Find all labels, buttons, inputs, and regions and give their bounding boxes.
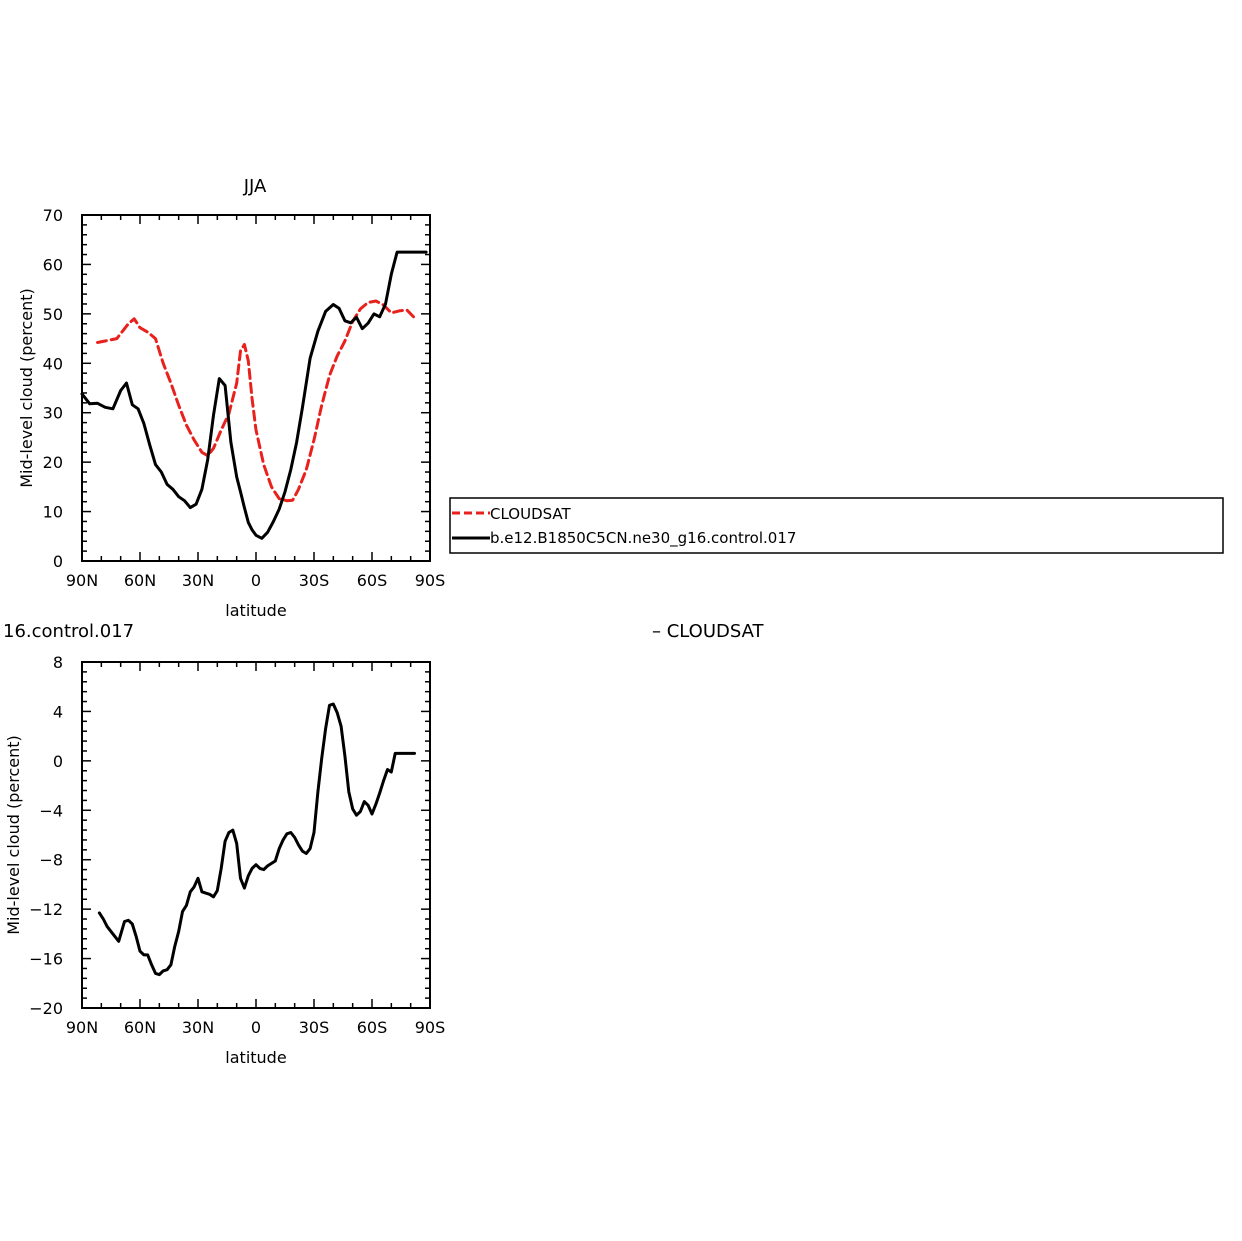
- legend-box: [449, 497, 1224, 554]
- top-x-tick-label: 90N: [66, 571, 98, 590]
- bottom-plot-title-fragment: 16.control.017: [3, 621, 134, 642]
- bottom-x-tick-label: 30S: [299, 1018, 330, 1037]
- bottom-y-tick-label: 0: [53, 752, 63, 771]
- top-y-tick-label: 60: [43, 255, 63, 274]
- bottom-plot-xlabel: latitude: [225, 1048, 286, 1067]
- bottom-x-tick-label: 90N: [66, 1018, 98, 1037]
- legend-label-model: b.e12.B1850C5CN.ne30_g16.control.017: [490, 529, 796, 548]
- top-x-tick-label: 0: [251, 571, 261, 590]
- bottom-y-tick-label: −4: [39, 801, 63, 820]
- top-y-tick-label: 20: [43, 453, 63, 472]
- bottom-y-tick-label: −16: [29, 950, 63, 969]
- bottom-plot-title-right: – CLOUDSAT: [652, 621, 765, 642]
- bottom-plot-series: [97, 702, 416, 977]
- legend: CLOUDSAT b.e12.B1850C5CN.ne30_g16.contro…: [449, 497, 1224, 554]
- top-y-tick-label: 10: [43, 503, 63, 522]
- bottom-y-tick-label: −12: [29, 900, 63, 919]
- top-plot-ylabel: Mid-level cloud (percent): [17, 288, 36, 488]
- top-plot-title: JJA: [243, 176, 267, 197]
- bottom-x-tick-label: 90S: [415, 1018, 446, 1037]
- bottom-x-tick-label: 0: [251, 1018, 261, 1037]
- top-y-tick-label: 70: [43, 206, 63, 225]
- top-x-tick-label: 30S: [299, 571, 330, 590]
- bottom-y-tick-label: 8: [53, 653, 63, 672]
- top-x-tick-label: 60S: [357, 571, 388, 590]
- bottom-x-tick-label: 60S: [357, 1018, 388, 1037]
- top-series-line-model: [80, 250, 428, 540]
- top-y-tick-label: 30: [43, 404, 63, 423]
- top-plot-frame: [81, 214, 431, 562]
- bottom-y-tick-label: −8: [39, 851, 63, 870]
- top-plot-xlabel: latitude: [225, 601, 286, 620]
- legend-label-cloudsat: CLOUDSAT: [490, 505, 572, 523]
- bottom-series-line-difference: [97, 702, 416, 977]
- bottom-x-tick-label: 30N: [182, 1018, 214, 1037]
- top-plot-series: [80, 250, 428, 540]
- top-x-tick-label: 60N: [124, 571, 156, 590]
- bottom-plot-frame: [81, 661, 431, 1009]
- top-x-tick-label: 30N: [182, 571, 214, 590]
- top-y-tick-label: 0: [53, 552, 63, 571]
- top-x-tick-label: 90S: [415, 571, 446, 590]
- top-y-tick-label: 40: [43, 354, 63, 373]
- bottom-x-tick-label: 60N: [124, 1018, 156, 1037]
- top-y-tick-label: 50: [43, 305, 63, 324]
- top-series-line-cloudsat: [96, 299, 416, 503]
- bottom-plot: 16.control.017 – CLOUDSAT 90N 60N 30N 0 30S 6…: [3, 621, 765, 1067]
- top-plot: JJA 90N 60N 30N 0 30S 60S 90S 0 10 20 30 40 50 60 70 l…: [17, 176, 445, 620]
- bottom-plot-ylabel: Mid-level cloud (percent): [4, 735, 23, 935]
- bottom-y-tick-label: −20: [29, 999, 63, 1018]
- bottom-y-tick-label: 4: [53, 702, 63, 721]
